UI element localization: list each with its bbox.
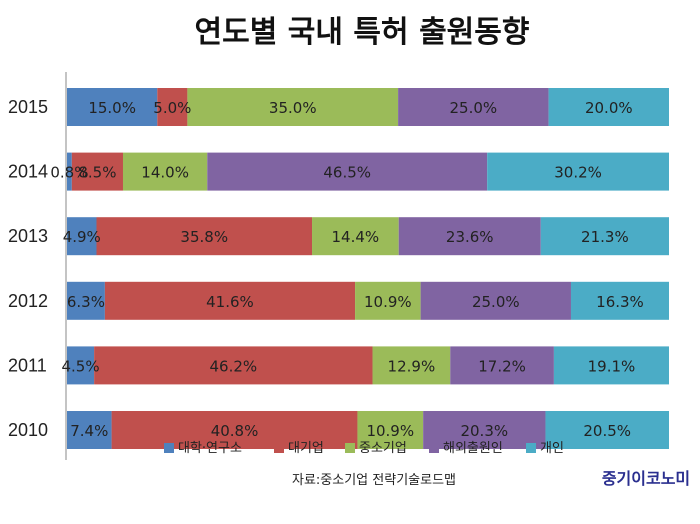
bar-segment [96,217,313,256]
legend-label: 해외출원인 [443,441,503,456]
legend-swatch [274,443,284,453]
data-label: 6.3% [67,293,105,311]
legend-swatch [526,443,536,453]
data-label: 0.8% [50,164,88,182]
bar-segment [398,217,541,256]
bar-segment [67,411,112,449]
bar-segment [570,281,669,320]
data-label: 4.5% [62,357,100,375]
data-label: 19.1% [588,357,636,375]
data-label: 10.9% [366,422,414,440]
y-tick-label: 2014 [8,162,48,182]
data-label: 30.2% [554,164,602,182]
legend-label: 중소기업 [359,441,407,456]
bar-segment [207,152,488,191]
data-label: 7.4% [70,422,108,440]
data-label: 25.0% [472,293,520,311]
data-label: 15.0% [88,99,136,117]
bar-segment [111,411,358,449]
data-label: 46.2% [209,357,257,375]
source-note: 자료:중소기업 전략기술로드맵 [292,473,456,488]
bar-segment [540,217,669,256]
bar-segment [423,411,546,449]
data-label: 12.9% [388,357,436,375]
bar-segment [187,88,399,126]
bar-segment [545,411,669,449]
y-tick-label: 2015 [8,97,48,117]
data-label: 10.9% [364,293,412,311]
bar-segment [122,152,208,191]
bar-segment [372,346,451,385]
bar-segment [398,88,549,126]
bar-segment [67,281,105,320]
bar-segment [157,88,188,126]
bar-segment [450,346,554,385]
bar-segment [355,281,421,320]
bar-segment [548,88,669,126]
bar-segment [67,346,95,385]
bars-group: 15.0% 5.0% 35.0% 25.0% 20.0% 0.8%8.5% 14.0% 46.… [50,88,669,449]
bar-segment [357,411,424,449]
data-label: 5.0% [153,99,191,117]
data-label: 16.3% [596,293,644,311]
legend-label: 대기업 [288,441,324,456]
bar-segment [94,346,373,385]
bar-segment [487,152,669,191]
data-label: 25.0% [450,99,498,117]
bar-segment [67,152,72,191]
data-label: 46.5% [323,164,371,182]
data-label: 14.0% [141,164,189,182]
legend: 대학·연구소 대기업 중소기업 해외출원인 개인 [164,441,564,456]
data-label: 20.0% [585,99,633,117]
brand-logo-text: 중기이코노미 [602,469,690,488]
data-label: 17.2% [478,357,526,375]
bar-segment [71,152,123,191]
data-label: 20.3% [460,422,508,440]
data-label: 8.5% [78,164,116,182]
data-label: 41.6% [206,293,254,311]
data-label: 35.0% [269,99,317,117]
legend-label: 대학·연구소 [178,441,242,456]
data-label: 21.3% [581,228,629,246]
legend-swatch [164,443,174,453]
data-label: 14.4% [332,228,380,246]
bar-segment [67,88,158,126]
data-label: 23.6% [446,228,494,246]
bar-segment [420,281,571,320]
legend-swatch [429,443,439,453]
y-tick-label: 2010 [8,420,48,440]
data-label: 4.9% [63,228,101,246]
legend-swatch [345,443,355,453]
y-tick-label: 2013 [8,226,48,246]
legend-label: 개인 [540,441,564,456]
data-label: 40.8% [211,422,259,440]
y-tick-label: 2011 [8,355,47,375]
chart-title: 연도별 국내 특허 출원동향 [195,15,530,50]
bar-segment [67,217,97,256]
y-axis-labels: 2015 2014 2013 2012 2011 2010 [8,97,48,440]
bar-segment [553,346,669,385]
data-label: 20.5% [583,422,631,440]
bar-segment [312,217,399,256]
y-tick-label: 2012 [8,291,48,311]
bar-segment [104,281,356,320]
data-label: 35.8% [180,228,228,246]
